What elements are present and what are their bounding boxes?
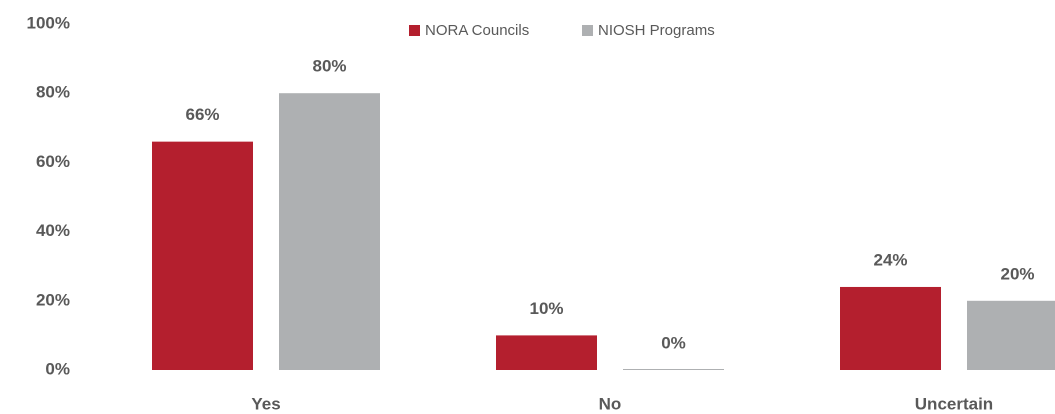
y-tick-label: 60% xyxy=(36,152,70,171)
data-label: 20% xyxy=(1000,264,1034,283)
legend-label: NIOSH Programs xyxy=(598,22,715,39)
data-label: 66% xyxy=(185,105,219,124)
x-tick-label: Yes xyxy=(251,394,280,413)
bar xyxy=(279,93,380,370)
bar xyxy=(967,300,1055,370)
y-tick-label: 40% xyxy=(36,221,70,240)
data-label: 10% xyxy=(529,299,563,318)
y-tick-label: 20% xyxy=(36,290,70,309)
bar xyxy=(840,286,941,370)
bar xyxy=(152,141,253,370)
legend-swatch xyxy=(409,25,420,36)
legend-label: NORA Councils xyxy=(425,22,529,39)
data-label: 80% xyxy=(312,57,346,76)
bar xyxy=(496,335,597,370)
legend-swatch xyxy=(582,25,593,36)
data-label: 0% xyxy=(661,333,686,352)
y-tick-label: 80% xyxy=(36,83,70,102)
data-label: 24% xyxy=(873,250,907,269)
y-tick-label: 0% xyxy=(45,359,70,378)
bar xyxy=(623,369,724,370)
x-tick-label: Uncertain xyxy=(915,394,993,413)
y-tick-label: 100% xyxy=(27,13,70,32)
x-tick-label: No xyxy=(599,394,622,413)
